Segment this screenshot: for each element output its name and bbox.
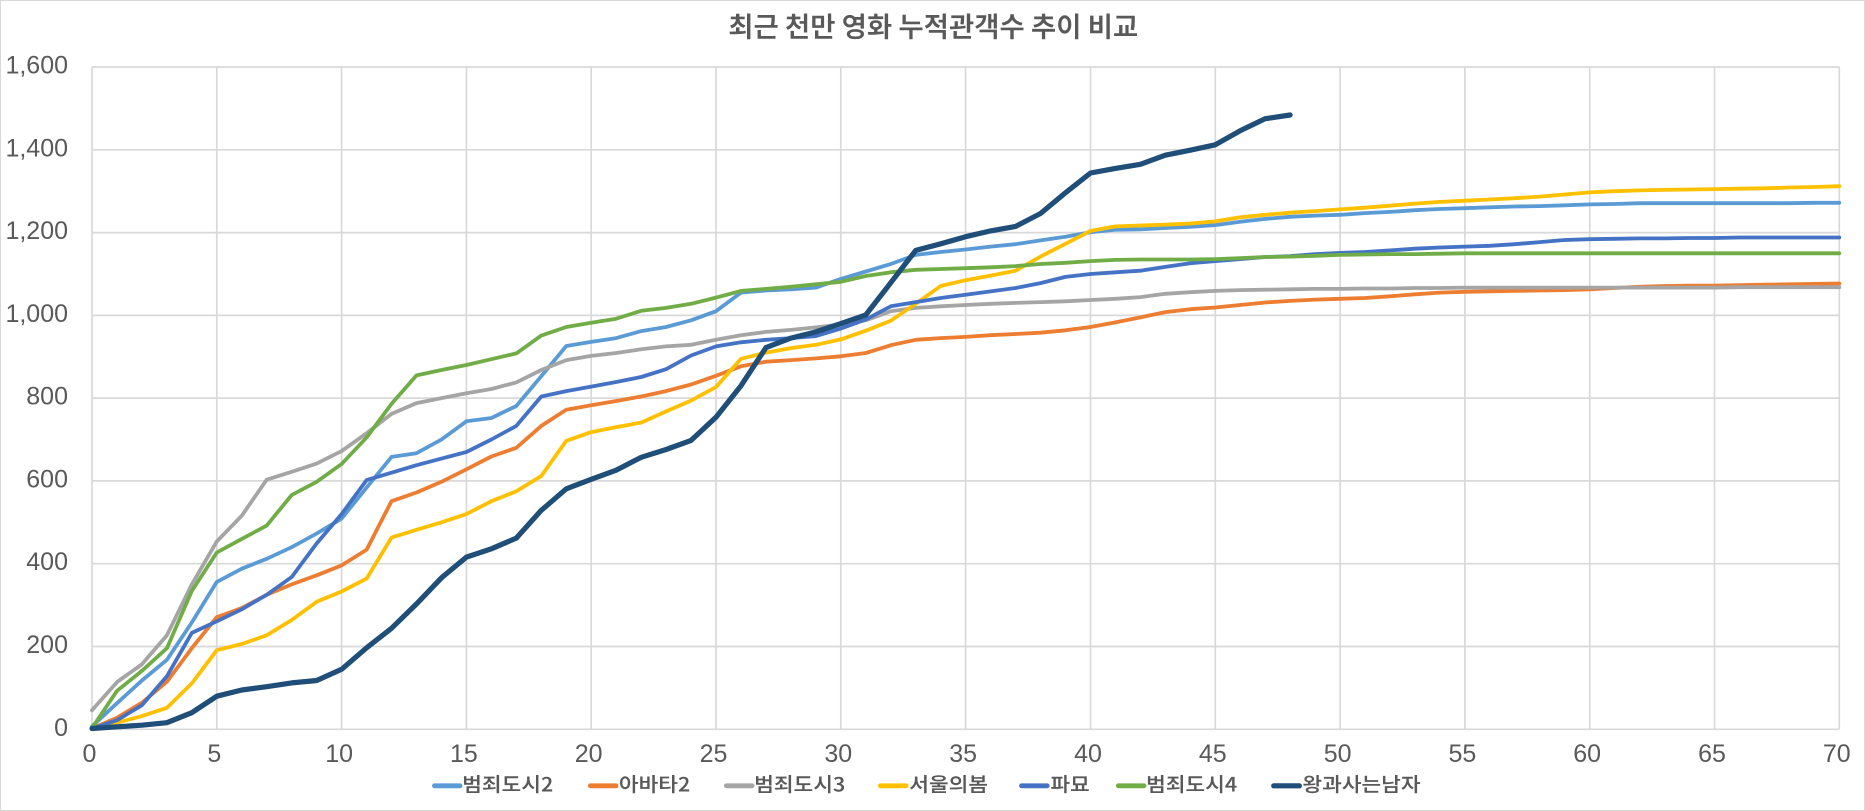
svg-text:30: 30 [824,740,852,768]
svg-text:600: 600 [26,465,68,493]
svg-text:800: 800 [26,383,68,411]
svg-text:1,400: 1,400 [5,134,68,162]
svg-text:35: 35 [949,740,977,768]
svg-text:1,000: 1,000 [5,300,68,328]
svg-text:40: 40 [1074,740,1102,768]
svg-text:0: 0 [83,740,97,768]
svg-text:0: 0 [54,714,68,742]
svg-text:400: 400 [26,548,68,576]
svg-text:45: 45 [1199,740,1227,768]
svg-text:60: 60 [1573,740,1601,768]
svg-text:25: 25 [700,740,728,768]
svg-text:15: 15 [450,740,478,768]
svg-text:55: 55 [1448,740,1476,768]
svg-text:65: 65 [1698,740,1726,768]
svg-text:1,200: 1,200 [5,217,68,245]
svg-text:10: 10 [325,740,353,768]
svg-text:50: 50 [1324,740,1352,768]
svg-text:200: 200 [26,631,68,659]
svg-text:5: 5 [207,740,221,768]
svg-text:20: 20 [575,740,603,768]
svg-text:70: 70 [1823,740,1851,768]
svg-text:1,600: 1,600 [5,52,68,80]
